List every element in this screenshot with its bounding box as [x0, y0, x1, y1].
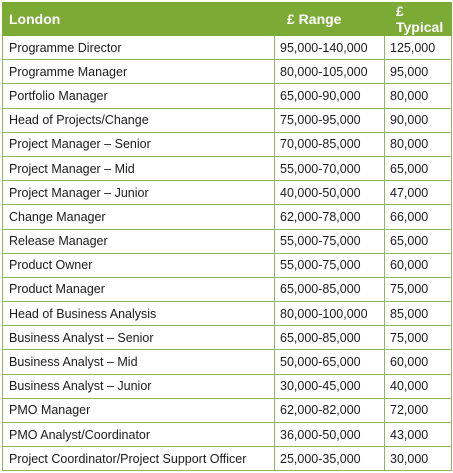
header-location: London: [2, 2, 275, 36]
range-cell: 65,000-90,000: [274, 83, 385, 109]
typical-cell: 40,000: [384, 373, 452, 399]
role-cell: Programme Director: [2, 34, 275, 61]
table-row: Project Coordinator/Project Support Offi…: [2, 446, 452, 472]
range-cell: 80,000-105,000: [274, 59, 385, 85]
role-cell: Head of Business Analysis: [2, 301, 275, 327]
typical-cell: 72,000: [384, 397, 452, 424]
table-row: Project Manager – Junior 40,000-50,000 47,…: [2, 180, 452, 206]
role-cell: PMO Analyst/Coordinator: [2, 421, 275, 448]
table-header-row: London £ Range £ Typical: [2, 2, 452, 36]
table-row: Product Manager 65,000-85,000 75,000: [2, 276, 452, 303]
role-cell: Head of Projects/Change: [2, 107, 275, 133]
table-row: Head of Business Analysis 80,000-100,000 8…: [2, 301, 452, 327]
typical-cell: 43,000: [384, 421, 452, 448]
typical-cell: 66,000: [384, 204, 452, 230]
table-row: Business Analyst – Senior 65,000-85,000 75…: [2, 325, 452, 351]
typical-cell: 30,000: [384, 446, 452, 472]
header-typical: £ Typical: [384, 2, 452, 36]
table-row: Project Manager – Mid 55,000-70,000 65,000: [2, 155, 452, 182]
table-row: Portfolio Manager 65,000-90,000 80,000: [2, 83, 452, 109]
range-cell: 55,000-75,000: [274, 228, 385, 254]
range-cell: 40,000-50,000: [274, 180, 385, 206]
range-cell: 65,000-85,000: [274, 325, 385, 351]
range-cell: 75,000-95,000: [274, 107, 385, 133]
range-cell: 55,000-70,000: [274, 155, 385, 182]
table-row: Project Manager – Senior 70,000-85,000 80,…: [2, 131, 452, 157]
typical-cell: 125,000: [384, 34, 452, 61]
table-row: Head of Projects/Change 75,000-95,000 90,0…: [2, 107, 452, 133]
role-cell: Portfolio Manager: [2, 83, 275, 109]
role-cell: Business Analyst – Junior: [2, 373, 275, 399]
table-row: PMO Manager 62,000-82,000 72,000: [2, 397, 452, 424]
typical-cell: 95,000: [384, 59, 452, 85]
range-cell: 50,000-65,000: [274, 349, 385, 375]
typical-cell: 80,000: [384, 83, 452, 109]
typical-cell: 85,000: [384, 301, 452, 327]
role-cell: Programme Manager: [2, 59, 275, 85]
range-cell: 62,000-82,000: [274, 397, 385, 424]
role-cell: Product Manager: [2, 276, 275, 303]
role-cell: Change Manager: [2, 204, 275, 230]
typical-cell: 90,000: [384, 107, 452, 133]
role-cell: Product Owner: [2, 252, 275, 278]
table-body: Programme Director 95,000-140,000 125,000 P…: [2, 34, 452, 472]
header-range: £ Range: [274, 2, 385, 36]
role-cell: Business Analyst – Senior: [2, 325, 275, 351]
table-row: Programme Manager 80,000-105,000 95,000: [2, 59, 452, 85]
range-cell: 36,000-50,000: [274, 421, 385, 448]
range-cell: 95,000-140,000: [274, 34, 385, 61]
typical-cell: 80,000: [384, 131, 452, 157]
role-cell: Project Coordinator/Project Support Offi…: [2, 446, 275, 472]
typical-cell: 47,000: [384, 180, 452, 206]
typical-cell: 75,000: [384, 325, 452, 351]
role-cell: Project Manager – Senior: [2, 131, 275, 157]
range-cell: 70,000-85,000: [274, 131, 385, 157]
table-row: Release Manager 55,000-75,000 65,000: [2, 228, 452, 254]
role-cell: Release Manager: [2, 228, 275, 254]
table-row: Change Manager 62,000-78,000 66,000: [2, 204, 452, 230]
range-cell: 55,000-75,000: [274, 252, 385, 278]
typical-cell: 65,000: [384, 228, 452, 254]
role-cell: PMO Manager: [2, 397, 275, 424]
table-row: Programme Director 95,000-140,000 125,000: [2, 34, 452, 61]
range-cell: 25,000-35,000: [274, 446, 385, 472]
range-cell: 65,000-85,000: [274, 276, 385, 303]
role-cell: Project Manager – Junior: [2, 180, 275, 206]
table-row: PMO Analyst/Coordinator 36,000-50,000 43,0…: [2, 421, 452, 448]
role-cell: Business Analyst – Mid: [2, 349, 275, 375]
typical-cell: 60,000: [384, 252, 452, 278]
table-row: Business Analyst – Mid 50,000-65,000 60,00…: [2, 349, 452, 375]
typical-cell: 60,000: [384, 349, 452, 375]
range-cell: 62,000-78,000: [274, 204, 385, 230]
table-row: Product Owner 55,000-75,000 60,000: [2, 252, 452, 278]
typical-cell: 65,000: [384, 155, 452, 182]
role-cell: Project Manager – Mid: [2, 155, 275, 182]
typical-cell: 75,000: [384, 276, 452, 303]
range-cell: 80,000-100,000: [274, 301, 385, 327]
range-cell: 30,000-45,000: [274, 373, 385, 399]
table-row: Business Analyst – Junior 30,000-45,000 40…: [2, 373, 452, 399]
